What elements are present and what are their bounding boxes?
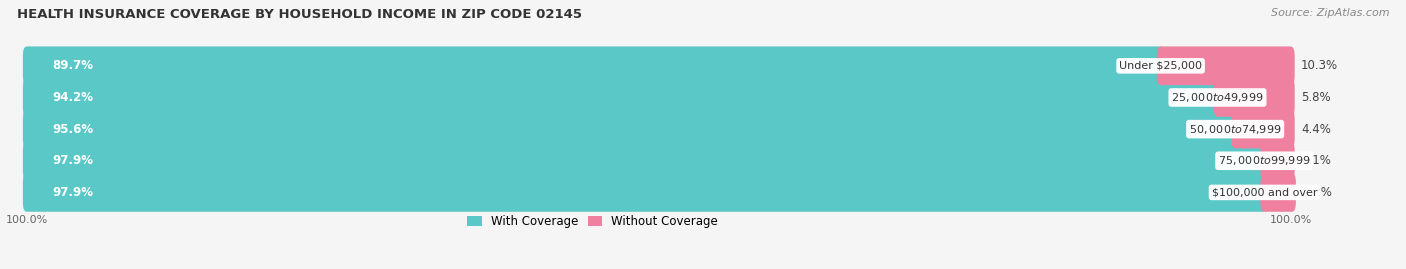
Text: Source: ZipAtlas.com: Source: ZipAtlas.com <box>1271 8 1389 18</box>
Text: $25,000 to $49,999: $25,000 to $49,999 <box>1171 91 1264 104</box>
Text: $75,000 to $99,999: $75,000 to $99,999 <box>1218 154 1310 167</box>
Text: 97.9%: 97.9% <box>52 186 93 199</box>
Text: 10.3%: 10.3% <box>1301 59 1339 72</box>
Legend: With Coverage, Without Coverage: With Coverage, Without Coverage <box>463 211 723 233</box>
FancyBboxPatch shape <box>22 78 1295 117</box>
FancyBboxPatch shape <box>1157 47 1295 85</box>
Text: 89.7%: 89.7% <box>52 59 93 72</box>
Text: 95.6%: 95.6% <box>52 123 93 136</box>
FancyBboxPatch shape <box>22 173 1295 212</box>
FancyBboxPatch shape <box>22 173 1268 212</box>
Text: 2.2%: 2.2% <box>1302 186 1331 199</box>
FancyBboxPatch shape <box>1213 78 1295 117</box>
Text: 5.8%: 5.8% <box>1301 91 1330 104</box>
FancyBboxPatch shape <box>1260 173 1296 212</box>
Text: 2.1%: 2.1% <box>1301 154 1331 167</box>
FancyBboxPatch shape <box>22 141 1268 180</box>
FancyBboxPatch shape <box>1260 141 1295 180</box>
Text: 94.2%: 94.2% <box>52 91 93 104</box>
Text: $100,000 and over: $100,000 and over <box>1212 187 1317 197</box>
FancyBboxPatch shape <box>22 110 1239 148</box>
Text: Under $25,000: Under $25,000 <box>1119 61 1202 71</box>
Text: HEALTH INSURANCE COVERAGE BY HOUSEHOLD INCOME IN ZIP CODE 02145: HEALTH INSURANCE COVERAGE BY HOUSEHOLD I… <box>17 8 582 21</box>
FancyBboxPatch shape <box>22 47 1295 85</box>
Text: 4.4%: 4.4% <box>1301 123 1331 136</box>
FancyBboxPatch shape <box>22 78 1222 117</box>
FancyBboxPatch shape <box>22 110 1295 148</box>
FancyBboxPatch shape <box>22 47 1164 85</box>
FancyBboxPatch shape <box>1232 110 1295 148</box>
FancyBboxPatch shape <box>22 141 1295 180</box>
Text: $50,000 to $74,999: $50,000 to $74,999 <box>1189 123 1281 136</box>
Text: 97.9%: 97.9% <box>52 154 93 167</box>
